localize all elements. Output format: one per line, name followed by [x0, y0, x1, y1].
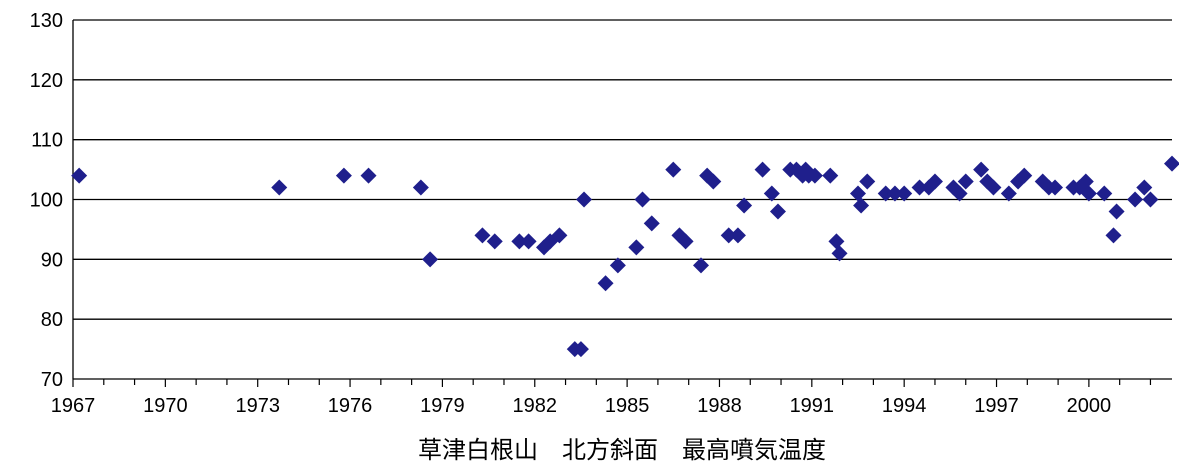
x-tick-label: 1982: [513, 395, 558, 417]
data-point: [572, 341, 589, 358]
data-point: [422, 251, 439, 268]
data-point: [271, 179, 288, 196]
data-point: [877, 185, 894, 202]
data-point: [335, 167, 352, 184]
data-point: [763, 185, 780, 202]
x-tick-label: 1988: [697, 395, 742, 417]
data-point: [1077, 173, 1094, 190]
data-point: [486, 233, 503, 250]
x-tick-label: 2000: [1067, 395, 1112, 417]
y-tick-label: 80: [41, 309, 63, 331]
data-point: [886, 185, 903, 202]
y-tick-label: 90: [41, 249, 63, 271]
data-point: [853, 197, 870, 214]
data-point: [911, 179, 928, 196]
data-point: [1016, 167, 1033, 184]
x-tick-label: 1994: [882, 395, 927, 417]
data-point: [1010, 173, 1027, 190]
x-tick-label: 1979: [420, 395, 465, 417]
x-tick-label: 1976: [328, 395, 373, 417]
data-point: [1136, 179, 1153, 196]
data-point: [850, 185, 866, 202]
data-point: [576, 191, 593, 208]
x-tick-label: 1970: [143, 395, 188, 417]
data-point: [896, 185, 913, 202]
data-point: [822, 167, 839, 184]
x-tick-labels: 1967 1970 1973 1976 1979 1982 1985 1988 1991 1994…: [51, 395, 1111, 417]
data-point: [1047, 179, 1064, 196]
data-point: [628, 239, 645, 256]
data-point: [828, 233, 845, 250]
axes: [72, 20, 1172, 387]
data-point: [665, 161, 682, 178]
data-point: [412, 179, 429, 196]
x-tick-label: 1997: [974, 395, 1019, 417]
data-point: [520, 233, 537, 250]
y-tick-labels: 70 80 90 100 110 120 130: [30, 10, 63, 391]
data-point: [769, 203, 786, 220]
data-point: [1108, 203, 1125, 220]
data-point: [1000, 185, 1017, 202]
data-point: [859, 173, 876, 190]
data-points: [71, 155, 1179, 358]
data-point: [973, 161, 990, 178]
x-tick-label: 1973: [235, 395, 280, 417]
data-point: [597, 275, 614, 292]
gridlines: [73, 19, 1172, 320]
y-tick-label: 130: [30, 10, 63, 32]
data-point: [474, 227, 491, 244]
data-point: [609, 257, 626, 274]
x-axis-title: 草津白根山 北方斜面 最高噴気温度: [418, 437, 826, 464]
y-tick-label: 110: [31, 130, 63, 152]
data-point: [720, 227, 737, 244]
data-point: [951, 185, 968, 202]
x-tick-label: 1985: [605, 395, 650, 417]
data-point: [1080, 185, 1097, 202]
data-point: [831, 245, 848, 262]
data-point: [677, 233, 694, 250]
data-point: [926, 173, 943, 190]
data-point: [1096, 185, 1113, 202]
data-point: [511, 233, 528, 250]
data-point: [1105, 227, 1122, 244]
data-point: [1142, 191, 1159, 208]
x-tick-label: 1967: [51, 395, 96, 417]
y-tick-label: 100: [30, 190, 63, 212]
data-point: [957, 173, 974, 190]
data-point: [551, 227, 568, 244]
data-point: [643, 215, 660, 232]
data-point: [634, 191, 651, 208]
data-point: [360, 167, 377, 184]
data-point: [985, 179, 1002, 196]
data-point: [1127, 191, 1144, 208]
x-tick-label: 1991: [790, 395, 835, 417]
data-point: [729, 227, 746, 244]
data-point: [71, 167, 88, 184]
data-point: [705, 173, 722, 190]
y-tick-label: 120: [30, 70, 63, 92]
data-point: [693, 257, 709, 274]
data-point: [736, 197, 753, 214]
data-point: [1164, 155, 1179, 172]
y-tick-label: 70: [41, 369, 63, 391]
data-point: [754, 161, 771, 178]
data-point: [806, 167, 823, 184]
